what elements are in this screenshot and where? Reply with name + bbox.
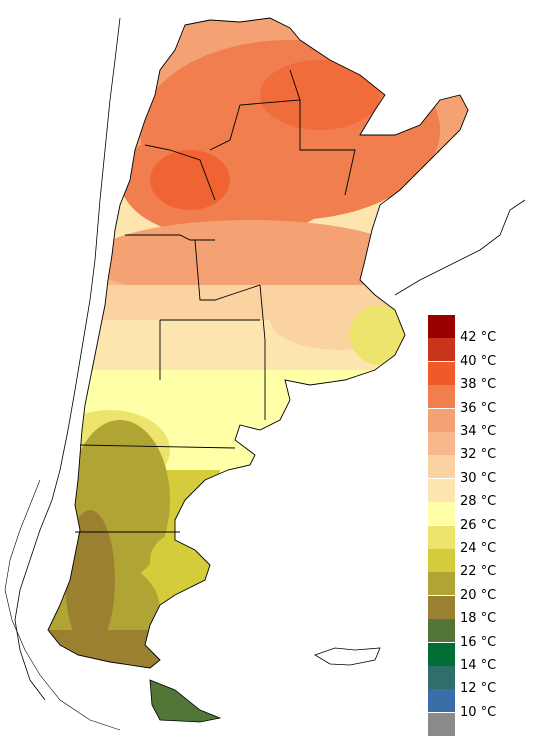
legend-swatch xyxy=(428,666,455,689)
legend-swatch xyxy=(428,338,455,362)
legend-label: 20 °C xyxy=(460,587,497,603)
legend-swatch xyxy=(428,642,455,666)
legend-label: 42 °C xyxy=(460,330,497,346)
malvinas-islands xyxy=(314,647,381,666)
legend-swatch xyxy=(428,619,455,643)
province-borders xyxy=(47,17,469,669)
legend-label: 28 °C xyxy=(460,494,497,510)
legend-label: 38 °C xyxy=(460,377,497,393)
legend-swatch xyxy=(428,478,455,502)
legend-swatch xyxy=(428,385,455,409)
legend-label: 32 °C xyxy=(460,447,497,463)
legend-swatch xyxy=(428,712,455,736)
legend-label: 26 °C xyxy=(460,517,497,533)
legend-swatch xyxy=(428,549,455,572)
legend-label: 10 °C xyxy=(460,704,497,720)
legend-label: 24 °C xyxy=(460,541,497,556)
legend-label: 16 °C xyxy=(460,634,497,650)
legend-swatch xyxy=(428,595,455,619)
tierra-del-fuego xyxy=(149,679,222,723)
legend-swatch xyxy=(428,432,455,455)
legend-label: 36 °C xyxy=(460,400,497,416)
legend-swatch xyxy=(428,408,455,432)
legend-swatch xyxy=(428,572,455,596)
legend-label: 18 °C xyxy=(460,611,497,627)
legend-swatch xyxy=(428,525,455,549)
legend-swatch xyxy=(428,361,455,385)
legend-label: 12 °C xyxy=(460,681,497,697)
legend-label: 14 °C xyxy=(460,658,497,673)
legend-swatch xyxy=(428,455,455,479)
legend-label: 22 °C xyxy=(460,564,497,580)
legend-swatch xyxy=(428,315,455,338)
legend-swatch xyxy=(428,689,455,713)
legend-label: 34 °C xyxy=(460,424,497,439)
legend-label: 30 °C xyxy=(460,470,497,486)
legend-label: 40 °C xyxy=(460,353,497,369)
legend-swatch xyxy=(428,502,455,526)
